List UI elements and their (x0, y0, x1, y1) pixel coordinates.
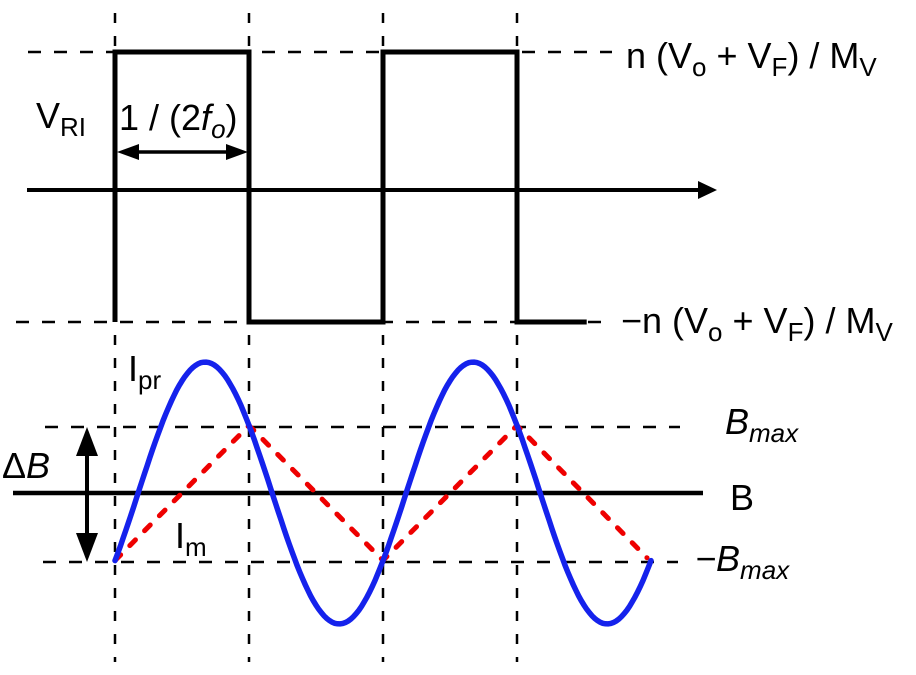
half-period-label: 1 / (2fo) (119, 97, 238, 144)
flux-panel: Ipr Im ΔB Bmax B −Bmax (2, 348, 799, 627)
bmax-label: Bmax (725, 401, 799, 448)
vri-panel: VRI 1 / (2fo) n (Vo + VF) / MV −n (Vo + … (16, 35, 893, 347)
arrow-down-icon (76, 533, 98, 562)
low-level-label: −n (Vo + VF) / MV (621, 300, 893, 347)
delta-b-arrow (76, 427, 98, 562)
vri-label: VRI (36, 95, 86, 142)
ipr-resonant-current-curve (112, 359, 654, 627)
vertical-switching-guides (113, 13, 519, 662)
im-label: Im (175, 515, 207, 562)
arrow-up-icon (76, 427, 98, 456)
half-period-arrow (117, 144, 248, 160)
vri-square-wave (112, 49, 587, 325)
high-level-label: n (Vo + VF) / MV (626, 35, 877, 82)
arrow-right-icon (226, 144, 248, 160)
arrow-left-icon (117, 144, 139, 160)
neg-bmax-label: −Bmax (695, 538, 790, 585)
time-axis-arrowhead-icon (698, 181, 717, 199)
ipr-label: Ipr (128, 348, 161, 395)
delta-b-label: ΔB (2, 445, 50, 486)
b-axis-label: B (730, 477, 754, 518)
